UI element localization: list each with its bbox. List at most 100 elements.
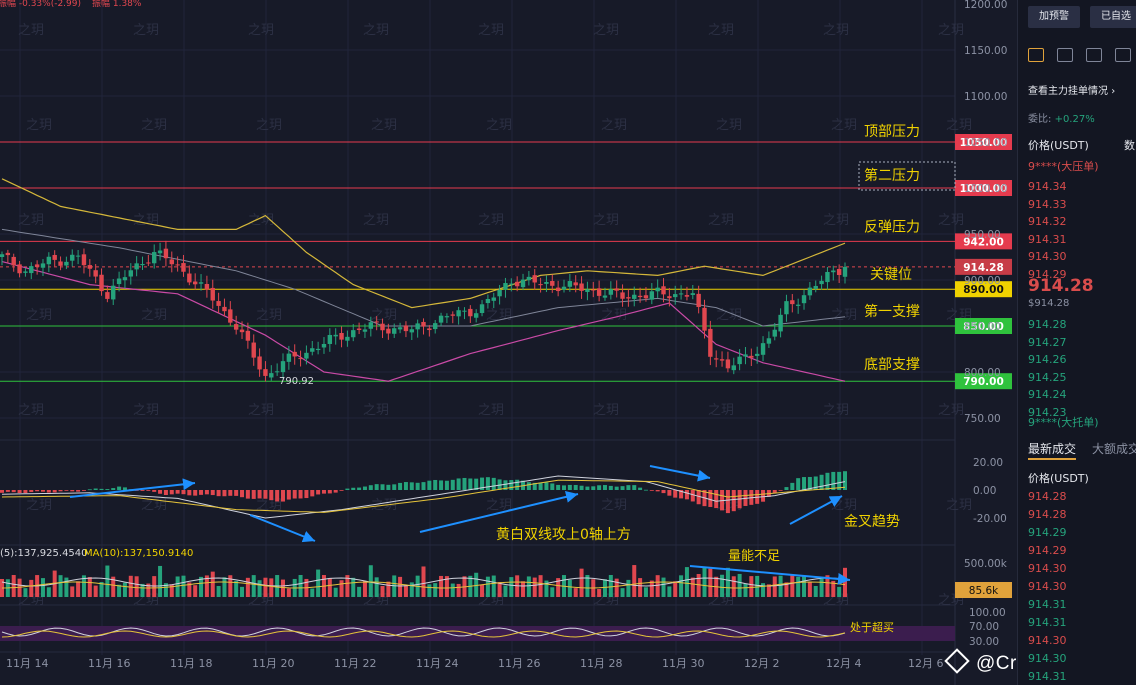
watermark-text: 之玥 (708, 213, 734, 228)
candle (0, 251, 5, 266)
tab-large-trades[interactable]: 大额成交 (1092, 440, 1136, 457)
candle-body (163, 248, 169, 259)
candle-body (632, 294, 637, 299)
active-tab-underline (1028, 458, 1076, 460)
candle-body (204, 283, 210, 290)
watermark-text: 之玥 (371, 118, 397, 133)
macd-bar (433, 479, 438, 490)
orderbook-bids-icon[interactable] (1057, 48, 1073, 62)
candle (87, 259, 93, 277)
ask-price[interactable]: 914.31 (1028, 232, 1067, 246)
add-alert-button[interactable]: 加预警 (1028, 6, 1080, 28)
watermark-text: 之玥 (256, 308, 282, 323)
candle-body (819, 280, 824, 285)
ask-price[interactable]: 914.33 (1028, 197, 1067, 211)
candle-body (784, 301, 789, 315)
candle (122, 270, 128, 289)
watermark-text: 之玥 (26, 498, 52, 513)
tab-large-label: 大额成交 (1092, 442, 1136, 456)
macd-bar (427, 480, 432, 490)
bid-price[interactable]: 914.28 (1028, 318, 1067, 331)
macd-bar (503, 480, 508, 490)
candle-body (192, 281, 198, 285)
macd-bar (122, 487, 127, 490)
expand-icon[interactable] (1115, 48, 1131, 62)
candle (661, 277, 666, 303)
candle (310, 340, 315, 356)
watermark-text: 之玥 (946, 118, 972, 133)
candle-body (228, 309, 233, 323)
macd-bar (526, 482, 531, 490)
candle-body (585, 289, 590, 292)
candle (315, 341, 321, 355)
ask-price[interactable]: 914.29 (1028, 267, 1067, 281)
candle (269, 365, 274, 381)
trade-price: 914.28 (1028, 508, 1067, 521)
watermark-text: 之玥 (823, 403, 849, 418)
candle (784, 294, 789, 322)
candle-body (368, 322, 374, 329)
orderbook-asks-icon[interactable] (1086, 48, 1102, 62)
last-price-usd: $914.28 (1028, 298, 1070, 309)
candle-body (75, 255, 81, 257)
favorited-button[interactable]: 已自选 (1090, 6, 1136, 28)
orderbook-both-icon[interactable] (1028, 48, 1044, 62)
bid-price[interactable]: 914.23 (1028, 405, 1067, 419)
candle (626, 289, 631, 307)
tab-latest-trades[interactable]: 最新成交 (1028, 440, 1076, 457)
volume-bar (837, 586, 842, 597)
macd-tick: 20.00 (973, 457, 1003, 469)
volume-bar (620, 588, 625, 597)
candle-body (673, 294, 678, 298)
volume-bar (602, 579, 607, 597)
candle (46, 252, 52, 273)
volume-bar (87, 577, 92, 597)
bid-price[interactable]: 914.24 (1028, 388, 1067, 401)
trade-price: 914.28 (1028, 490, 1067, 503)
watermark-text: 之玥 (478, 23, 504, 38)
bid-price[interactable]: 914.27 (1028, 335, 1067, 349)
candle-body (415, 323, 420, 330)
level-label: 关键位 (870, 267, 912, 283)
candle-body (356, 328, 362, 330)
candle-body (637, 295, 643, 298)
candle-body (286, 353, 292, 362)
volume-bar (509, 577, 514, 597)
candle (573, 275, 578, 293)
volume-bar (532, 577, 537, 597)
volume-bar (368, 565, 373, 597)
candle (555, 280, 561, 297)
macd-bar (163, 490, 168, 496)
level-tag-label: 1050.00 (960, 137, 1008, 149)
volume-ma5-label: (5):137,925.4540 (0, 548, 88, 559)
macd-bar (626, 485, 631, 490)
price-tick: 1100.00 (964, 91, 1007, 103)
macd-bar (199, 490, 204, 495)
candle (503, 277, 508, 298)
candle (216, 292, 221, 314)
macd-tick: -20.00 (973, 513, 1007, 525)
ask-price[interactable]: 914.30 (1028, 250, 1067, 263)
candle (34, 260, 40, 275)
candle-body (550, 281, 555, 286)
macd-bar (251, 490, 256, 499)
macd-bar (515, 479, 520, 490)
candle-body (479, 304, 485, 314)
macd-bar (802, 477, 807, 490)
macd-bar (825, 472, 830, 490)
panel-view-toggles (1028, 48, 1131, 62)
macd-bar (228, 490, 233, 496)
level-tag (955, 318, 1012, 334)
bid-price[interactable]: 914.25 (1028, 370, 1067, 384)
candle-body (462, 310, 467, 312)
ask-price[interactable]: 914.32 (1028, 215, 1067, 228)
ask-price[interactable]: 914.34 (1028, 180, 1067, 193)
candle (29, 262, 34, 280)
candle-body (438, 315, 444, 323)
candle (99, 268, 104, 296)
bid-price[interactable]: 914.26 (1028, 353, 1067, 366)
candle (327, 328, 333, 352)
candle-body (81, 254, 87, 266)
order-book-link[interactable]: 查看主力挂单情况 › (1028, 82, 1115, 97)
